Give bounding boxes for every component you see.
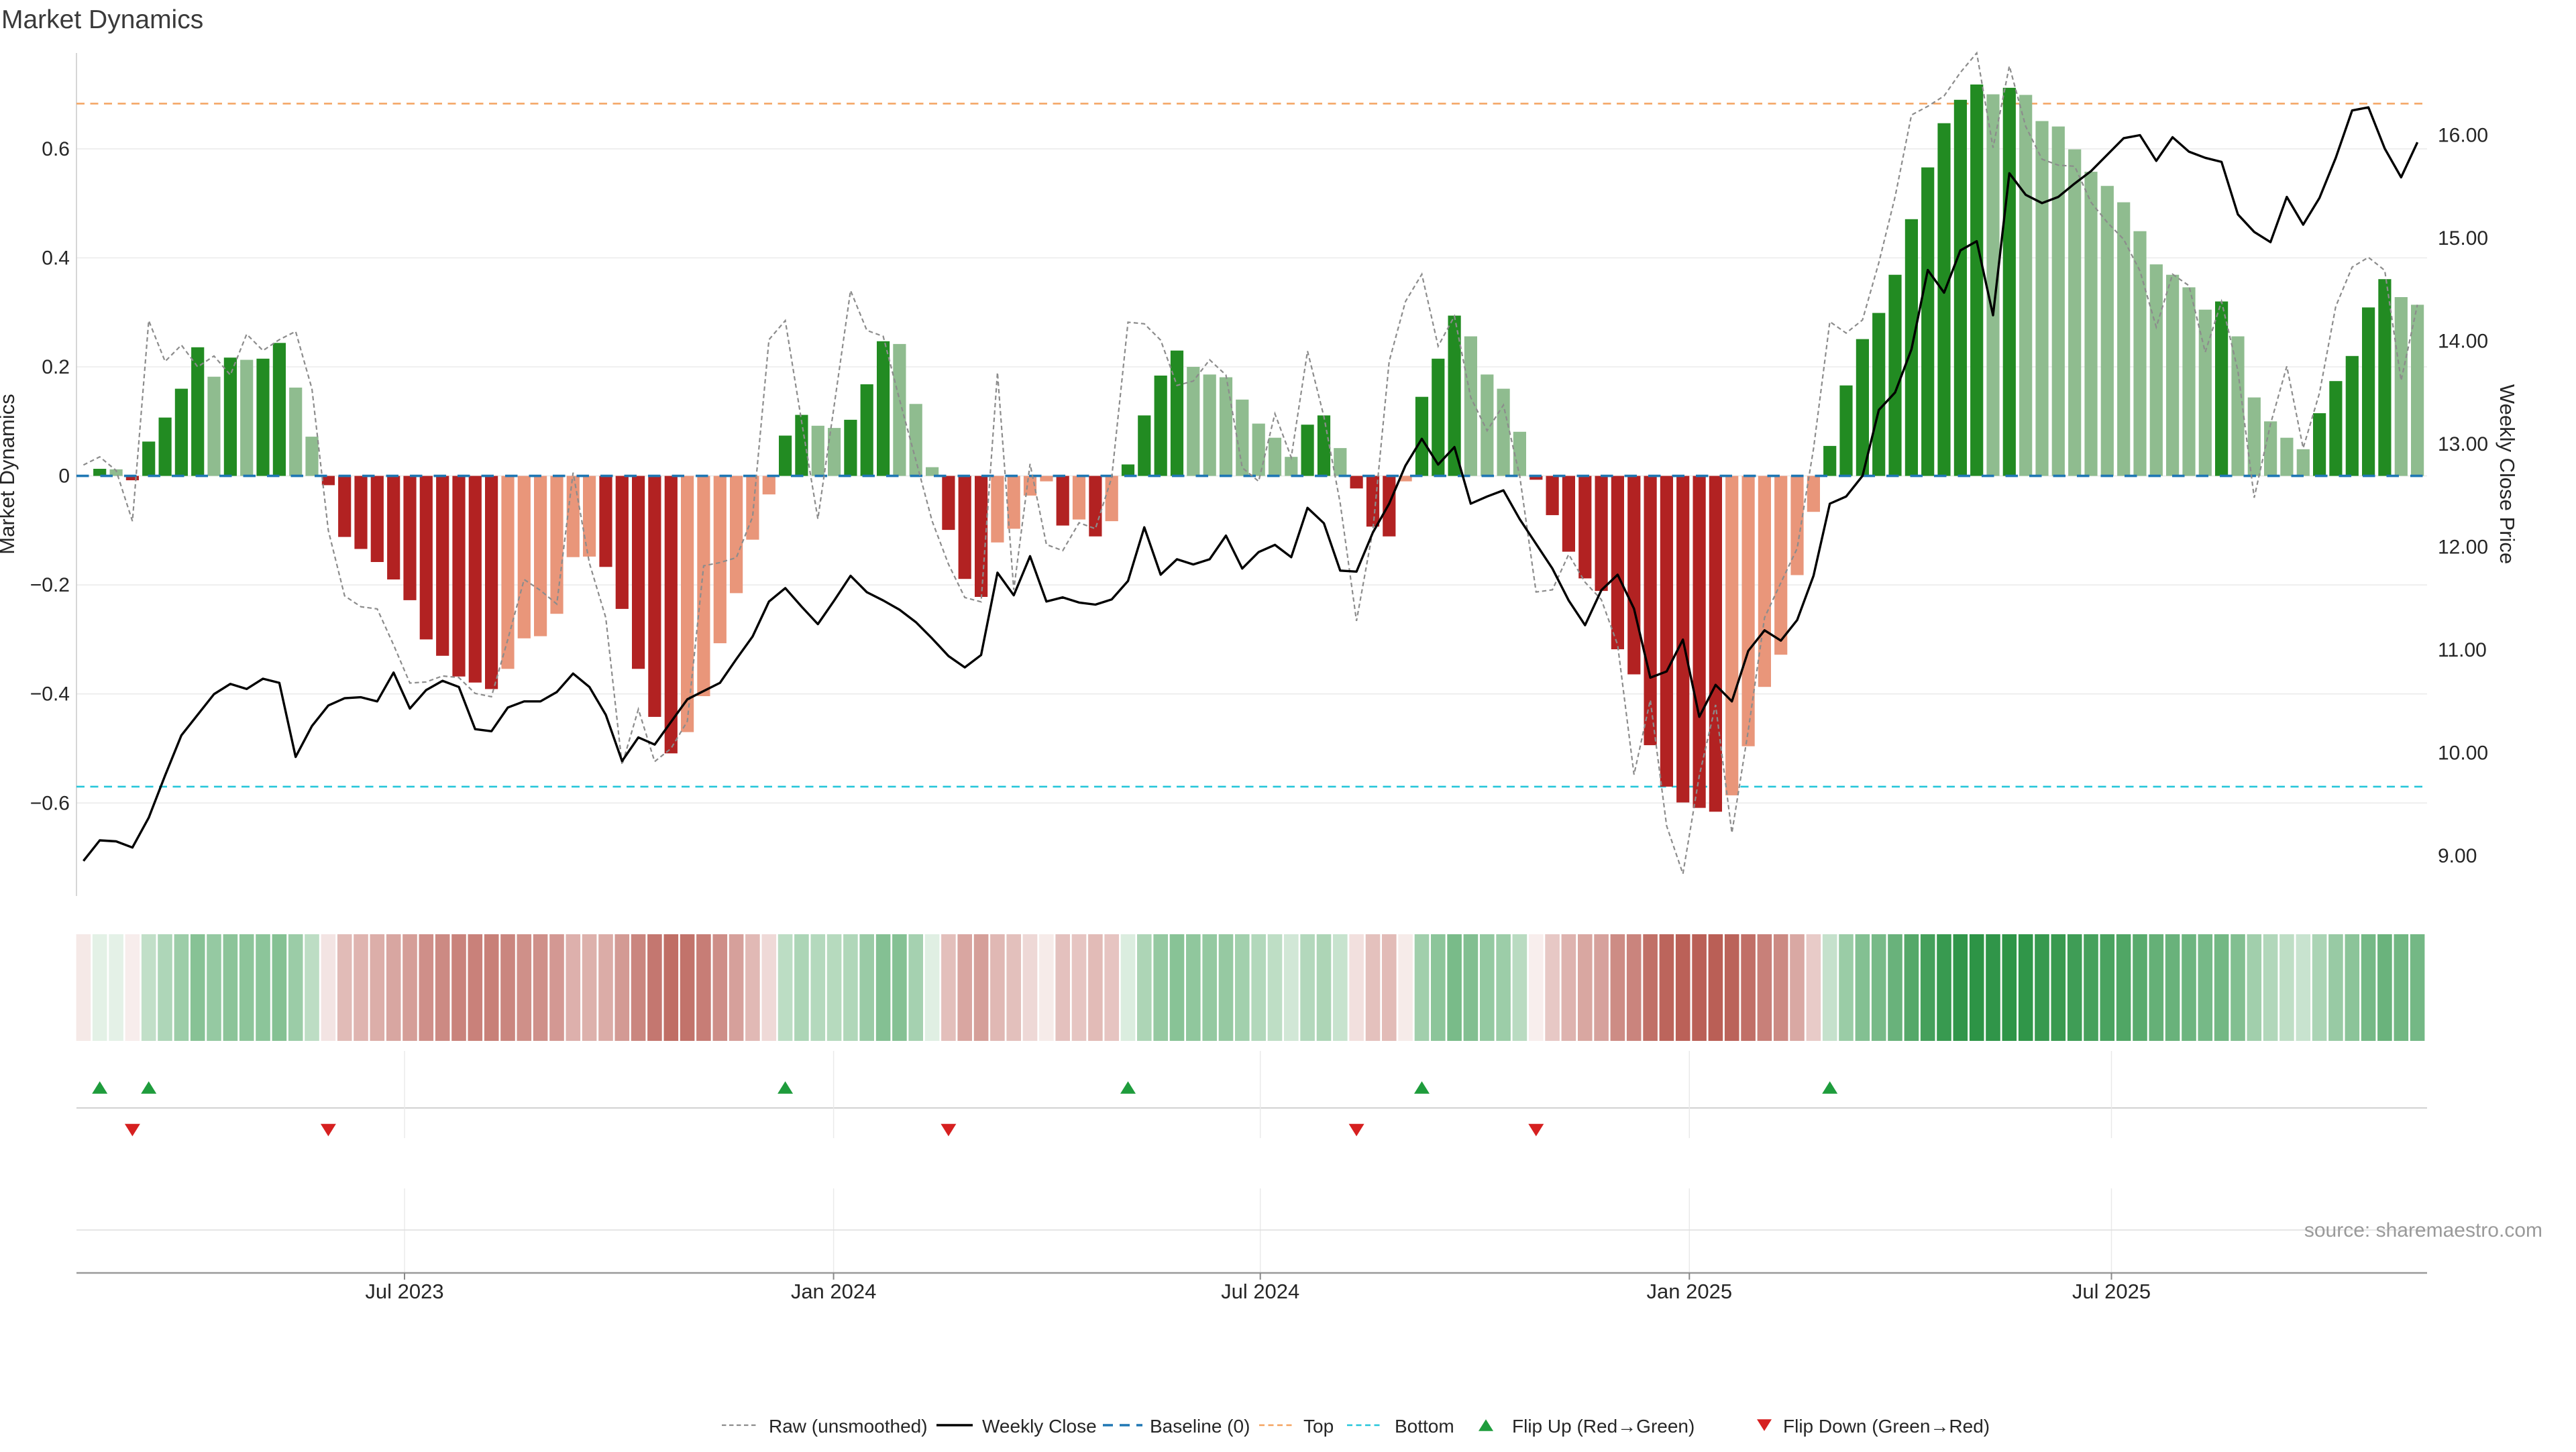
svg-text:Jul 2025: Jul 2025: [2072, 1280, 2151, 1303]
svg-text:0.4: 0.4: [42, 247, 70, 270]
svg-text:−0.2: −0.2: [30, 574, 70, 596]
svg-text:13.00: 13.00: [2438, 433, 2488, 455]
svg-text:−0.6: −0.6: [30, 792, 70, 814]
svg-text:Jan 2024: Jan 2024: [791, 1280, 877, 1303]
svg-text:9.00: 9.00: [2438, 845, 2477, 867]
svg-text:source: sharemaestro.com: source: sharemaestro.com: [2304, 1219, 2542, 1241]
svg-text:Bottom: Bottom: [1395, 1416, 1454, 1437]
svg-text:16.00: 16.00: [2438, 125, 2488, 147]
svg-text:−0.4: −0.4: [30, 683, 70, 706]
svg-text:Jan 2025: Jan 2025: [1647, 1280, 1733, 1303]
svg-text:Flip Up (Red→Green): Flip Up (Red→Green): [1512, 1416, 1695, 1437]
svg-text:0.2: 0.2: [42, 356, 70, 378]
svg-text:Flip Down (Green→Red): Flip Down (Green→Red): [1783, 1416, 1990, 1437]
svg-text:Baseline (0): Baseline (0): [1150, 1416, 1250, 1437]
svg-text:Jul 2023: Jul 2023: [365, 1280, 443, 1303]
svg-text:Market Dynamics: Market Dynamics: [0, 394, 19, 554]
svg-text:15.00: 15.00: [2438, 227, 2488, 249]
svg-text:0: 0: [58, 465, 70, 488]
svg-text:Market Dynamics: Market Dynamics: [1, 5, 203, 34]
svg-text:Jul 2024: Jul 2024: [1221, 1280, 1299, 1303]
svg-text:14.00: 14.00: [2438, 331, 2488, 353]
svg-text:Raw (unsmoothed): Raw (unsmoothed): [769, 1416, 928, 1437]
svg-text:Top: Top: [1303, 1416, 1334, 1437]
svg-text:10.00: 10.00: [2438, 742, 2488, 765]
svg-text:Weekly Close: Weekly Close: [982, 1416, 1097, 1437]
svg-text:Weekly Close Price: Weekly Close Price: [2496, 384, 2519, 564]
svg-text:0.6: 0.6: [42, 138, 70, 160]
svg-text:12.00: 12.00: [2438, 537, 2488, 559]
svg-text:11.00: 11.00: [2438, 639, 2487, 661]
